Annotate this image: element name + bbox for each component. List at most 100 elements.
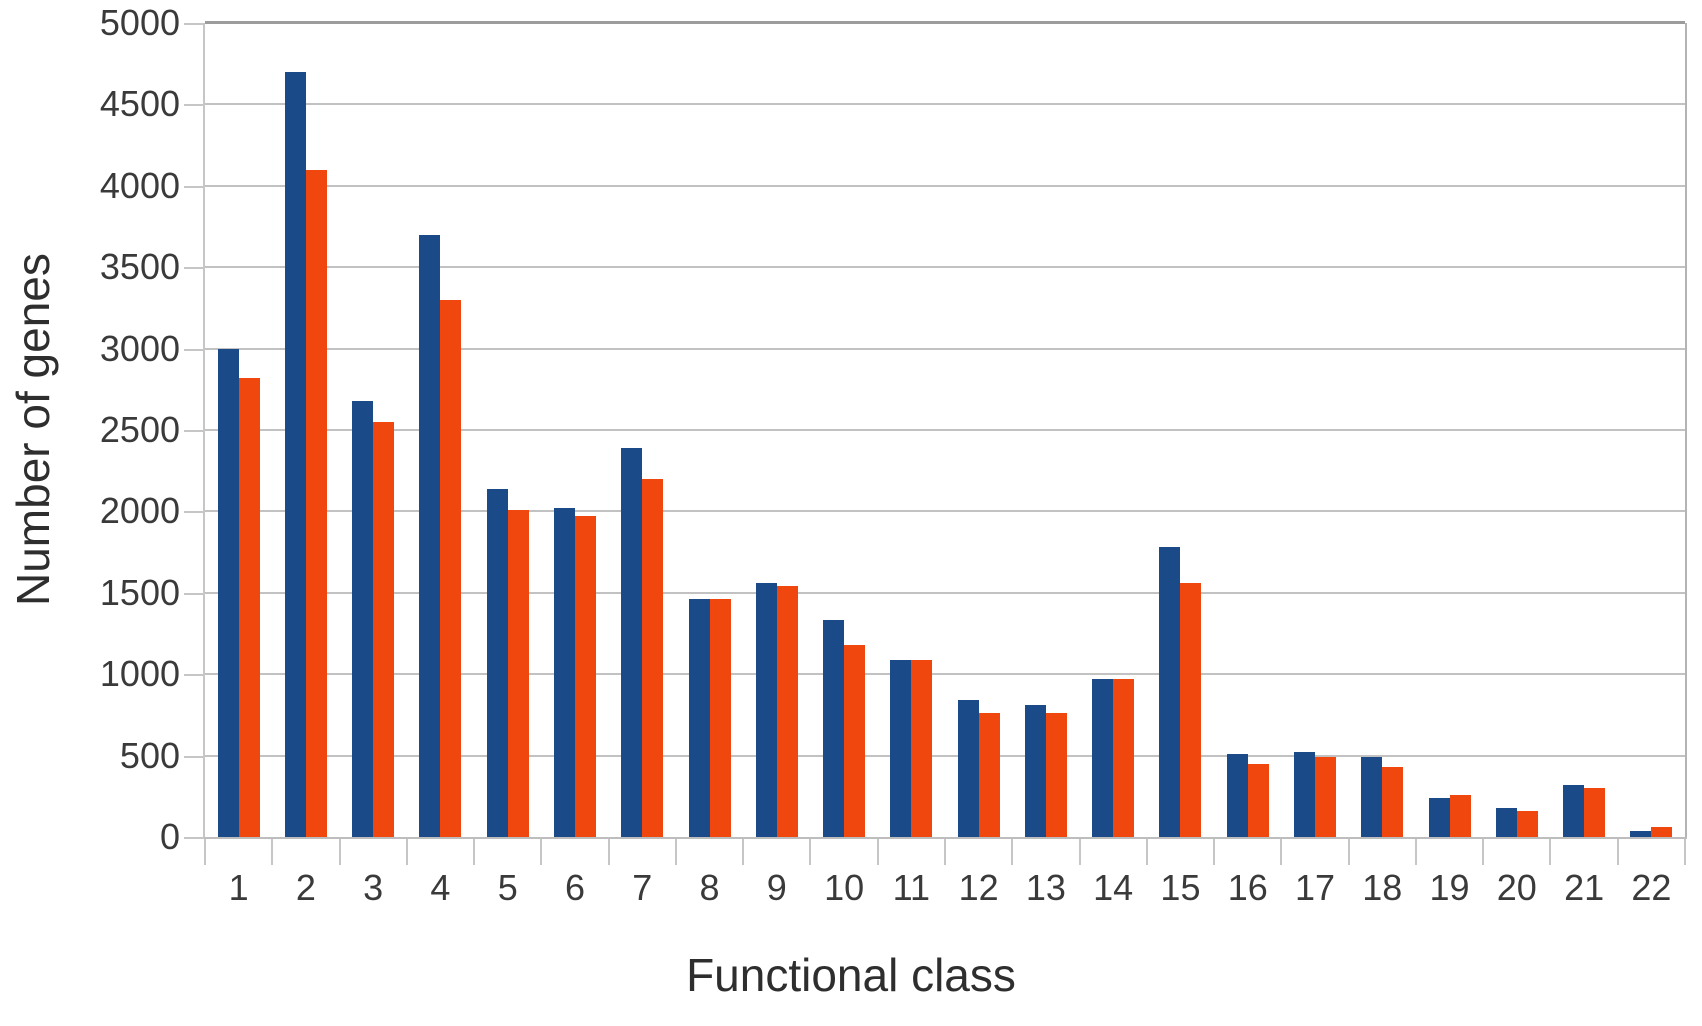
x-category-label-9: 9 [766,867,787,908]
blue-series-bar-18 [1361,757,1383,837]
x-tick-17 [1347,839,1350,865]
orange-series-bar-22 [1651,827,1673,837]
blue-series-bar-22 [1630,830,1652,837]
bar-group-1 [205,23,272,837]
y-tick-label-3500: 3500 [99,246,180,288]
bar-group-10 [810,23,877,837]
x-axis-title: Functional class [686,949,1016,1001]
blue-series-bar-9 [755,583,777,837]
orange-series-bar-20 [1516,810,1538,837]
blue-series-bar-6 [553,508,575,837]
orange-series-bar-11 [911,659,933,837]
gridline-1500 [205,591,1685,594]
x-category-label-13: 13 [1025,867,1066,908]
plot-right-border [1685,23,1687,839]
gridline-5000 [205,21,1685,24]
x-tick-5 [540,839,543,865]
blue-series-bar-20 [1495,807,1517,837]
x-tick-22 [1684,839,1686,865]
orange-series-bar-4 [440,299,462,837]
y-tick-label-2500: 2500 [99,409,180,450]
gridline-3500 [205,266,1685,269]
y-tick-1500 [184,592,204,595]
gridline-4500 [205,103,1685,106]
x-tick-6 [607,839,610,865]
y-tick-0 [184,837,204,839]
orange-series-bar-16 [1247,763,1269,837]
x-category-label-11: 11 [892,867,931,908]
x-tick-10 [876,839,879,865]
y-axis-title: Number of genes [7,253,59,607]
x-category-label-22: 22 [1631,867,1672,908]
x-tick-0 [204,839,206,865]
y-tick-1000 [184,674,204,677]
orange-series-bar-12 [978,713,1000,837]
y-tick-label-2000: 2000 [99,490,180,532]
x-tick-16 [1280,839,1283,865]
bar-group-11 [878,23,945,837]
bar-group-7 [609,23,676,837]
y-tick-label-4500: 4500 [99,83,180,125]
bar-group-15 [1147,23,1214,837]
y-axis-line [203,23,205,839]
orange-series-bar-10 [844,644,866,837]
x-tick-7 [674,839,677,865]
x-category-label-17: 17 [1294,867,1336,908]
y-tick-500 [184,755,204,758]
x-tick-18 [1414,839,1417,865]
bar-group-16 [1214,23,1281,837]
blue-series-bar-19 [1428,797,1450,837]
x-category-label-3: 3 [363,867,384,908]
x-category-label-15: 15 [1160,867,1201,908]
x-tick-13 [1078,839,1081,865]
x-category-label-4: 4 [430,867,451,908]
y-tick-3000 [184,348,204,351]
x-tick-21 [1616,839,1619,865]
x-tick-3 [405,839,408,865]
bar-group-2 [272,23,339,837]
blue-series-bar-4 [419,234,441,837]
blue-series-bar-15 [1159,547,1181,837]
bar-group-21 [1550,23,1617,837]
bar-group-5 [474,23,541,837]
y-tick-label-5000: 5000 [99,2,180,43]
x-tick-4 [473,839,476,865]
x-category-label-2: 2 [295,867,316,908]
x-tick-1 [271,839,274,865]
blue-series-bar-17 [1293,752,1315,837]
orange-series-bar-14 [1113,679,1135,837]
y-tick-4500 [184,104,204,107]
x-category-label-18: 18 [1362,867,1403,908]
blue-series-bar-2 [284,71,306,837]
gridline-2500 [205,429,1685,431]
bar-group-20 [1483,23,1550,837]
x-tick-19 [1482,839,1485,865]
x-category-label-16: 16 [1227,867,1268,908]
orange-series-bar-19 [1449,794,1471,837]
x-tick-15 [1213,839,1216,865]
orange-series-bar-9 [776,586,798,837]
orange-series-bar-2 [305,169,327,837]
gridline-500 [205,754,1685,757]
y-tick-label-4000: 4000 [99,164,180,206]
blue-series-bar-5 [486,488,508,837]
x-category-label-8: 8 [699,867,720,908]
x-category-label-7: 7 [632,867,653,908]
y-tick-2000 [184,511,204,514]
bar-group-19 [1416,23,1483,837]
x-category-label-6: 6 [564,867,585,908]
plot-area [205,21,1685,837]
orange-series-bar-8 [709,599,731,837]
bar-group-13 [1012,23,1079,837]
bar-group-22 [1618,23,1685,837]
blue-series-bar-16 [1226,753,1248,837]
orange-series-bar-6 [574,516,596,837]
x-tick-20 [1549,839,1552,865]
x-category-label-5: 5 [497,867,518,908]
gridline-2000 [205,510,1685,513]
y-tick-label-1500: 1500 [99,571,180,613]
gridline-1000 [205,673,1685,676]
x-tick-12 [1011,839,1014,865]
y-tick-3500 [184,267,204,270]
